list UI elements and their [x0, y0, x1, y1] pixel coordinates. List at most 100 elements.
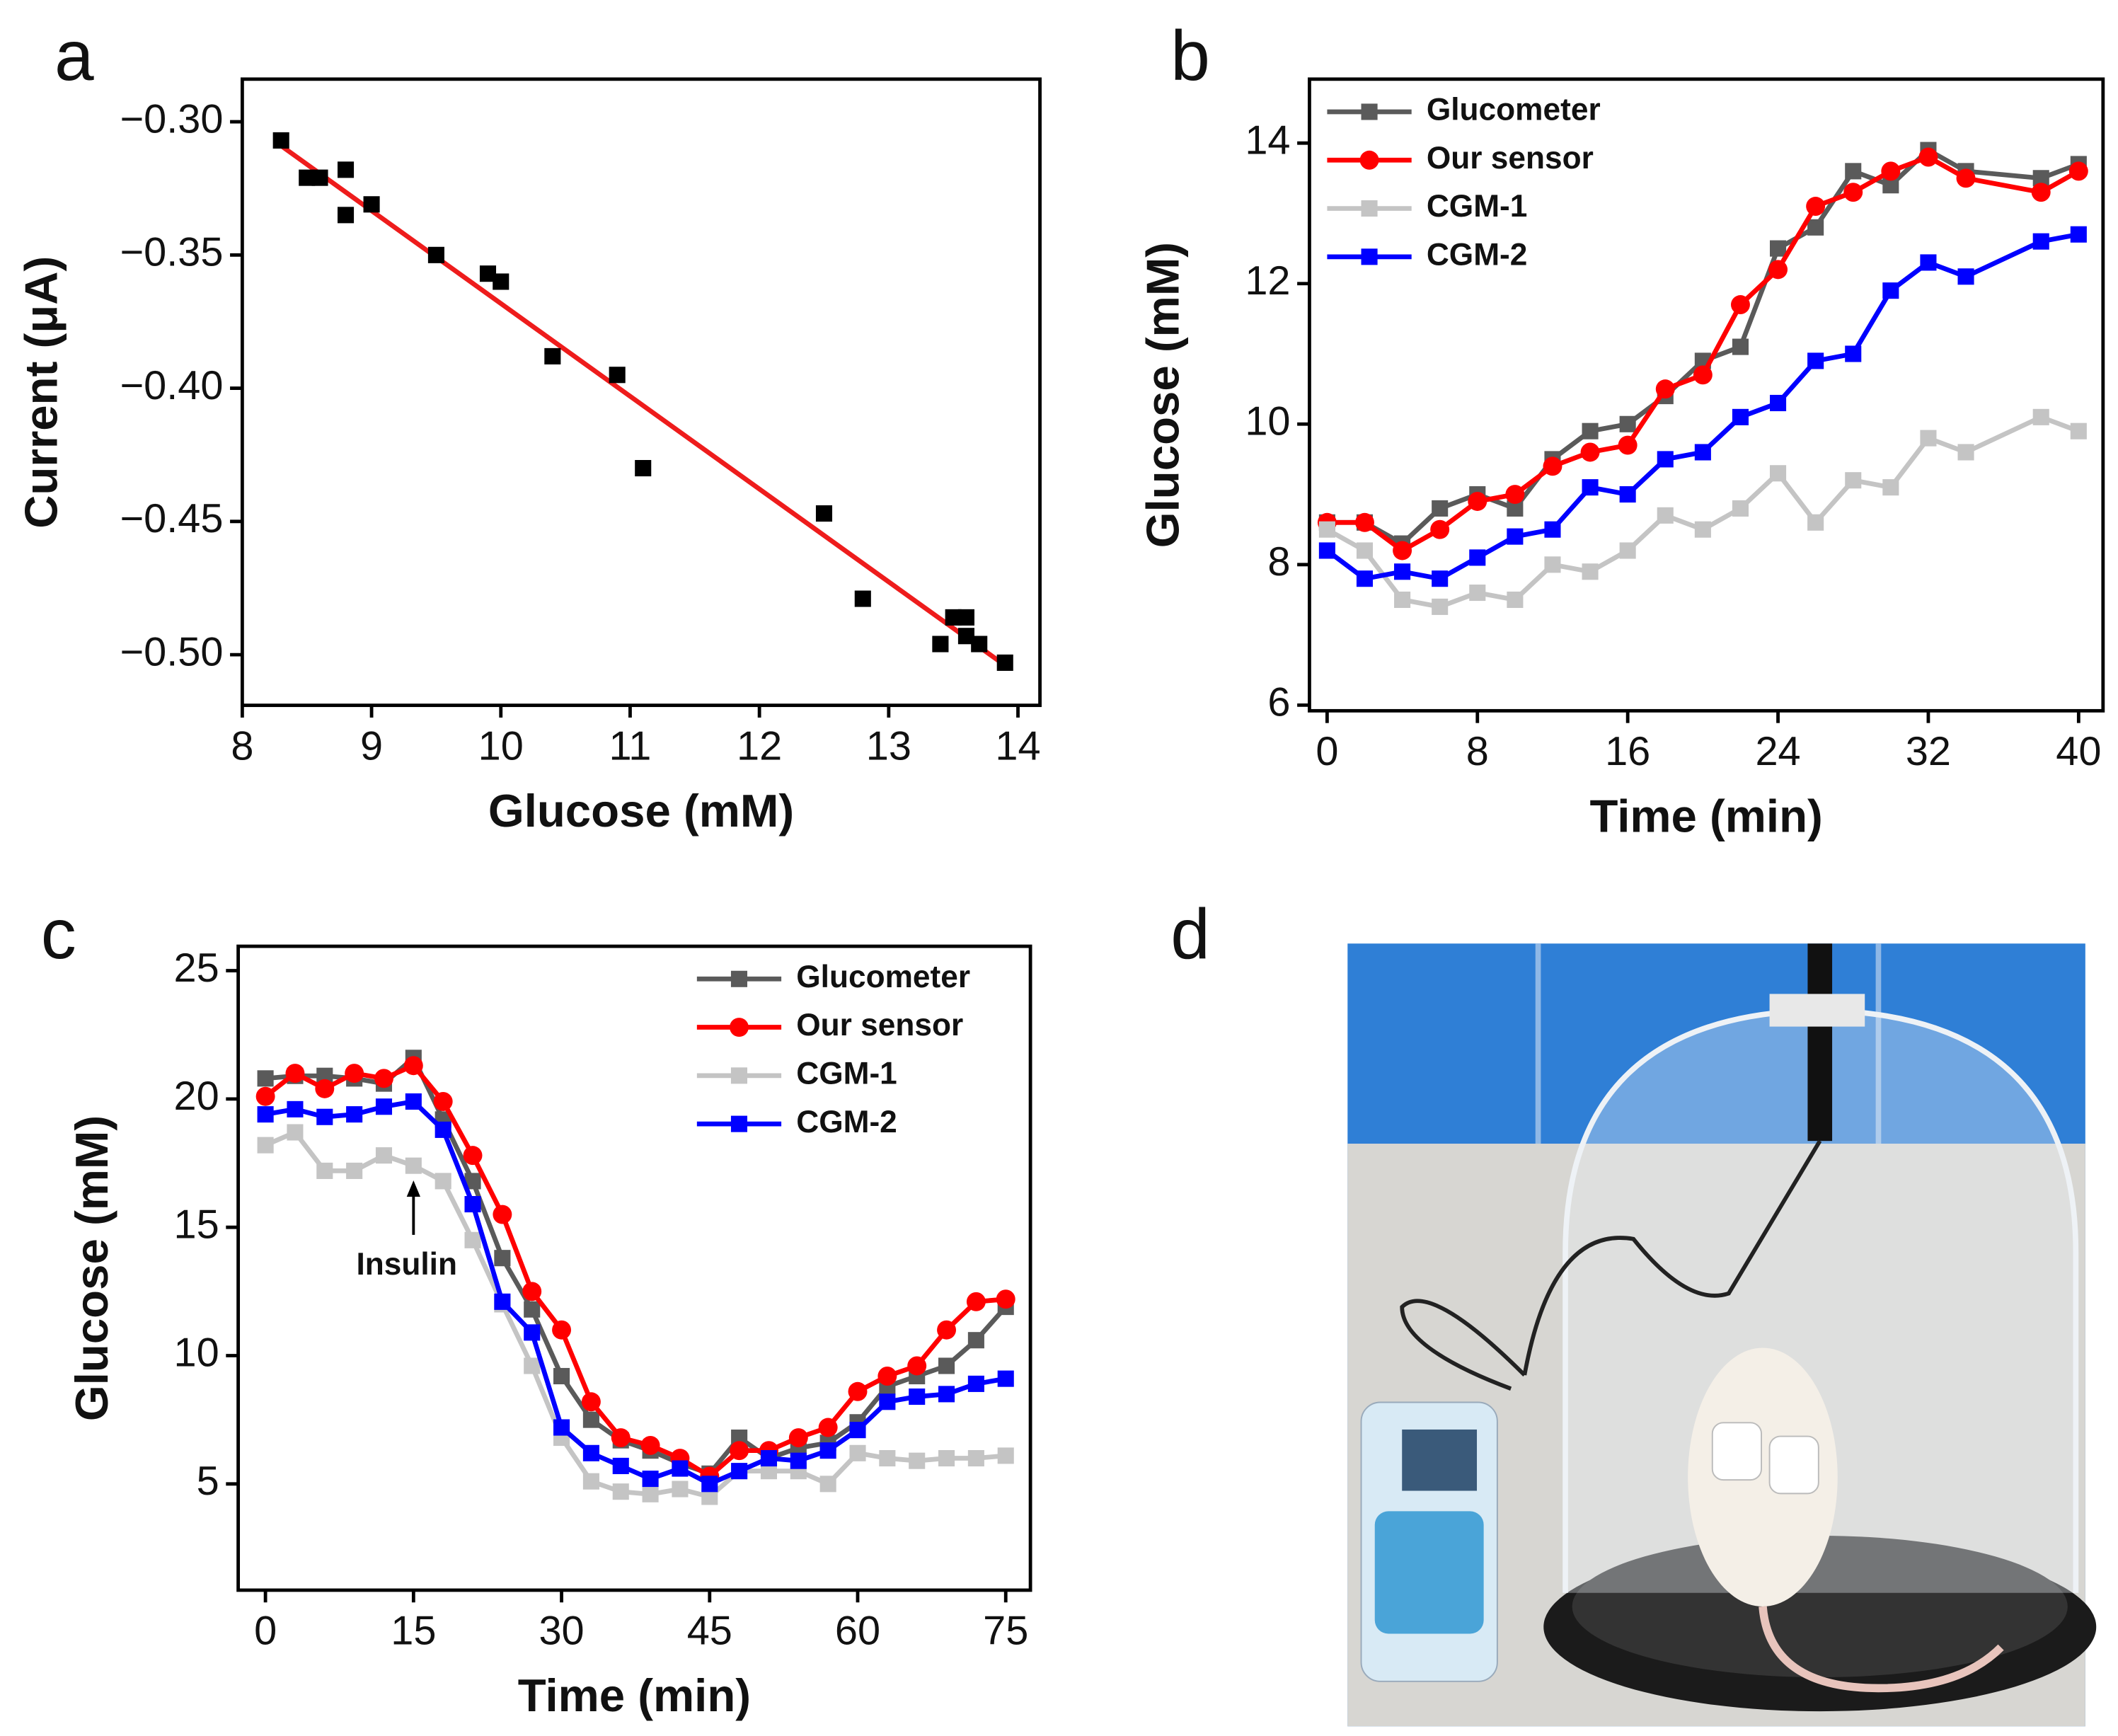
- data-point: [285, 1064, 305, 1083]
- x-tick-label: 40: [2056, 729, 2101, 774]
- data-point: [1956, 168, 1976, 188]
- data-point: [938, 1357, 955, 1374]
- data-point: [1657, 451, 1674, 468]
- tape: [1769, 994, 1865, 1027]
- data-point: [1619, 415, 1636, 432]
- data-point: [967, 1449, 984, 1467]
- data-point: [612, 1483, 629, 1500]
- dome-plate: [1572, 1535, 2068, 1678]
- data-point: [848, 1381, 868, 1401]
- data-point: [819, 1476, 836, 1493]
- data-point: [287, 1100, 304, 1117]
- legend-label: Glucometer: [1427, 93, 1601, 127]
- x-tick-label: 60: [835, 1609, 880, 1654]
- data-point: [1469, 549, 1486, 566]
- data-point: [582, 1473, 599, 1490]
- data-point: [642, 1485, 659, 1502]
- electrode: [1711, 1422, 1762, 1481]
- data-point: [1356, 570, 1374, 587]
- data-point: [544, 347, 561, 364]
- cable-pole: [1807, 943, 1833, 1142]
- electrode: [1768, 1435, 1819, 1495]
- x-tick-label: 8: [231, 723, 253, 769]
- data-point: [849, 1422, 866, 1439]
- data-point: [1318, 521, 1335, 538]
- panel-label: a: [54, 16, 94, 96]
- data-point: [464, 1195, 481, 1213]
- data-point: [403, 1056, 423, 1076]
- data-point: [957, 628, 974, 645]
- data-point: [434, 1173, 451, 1190]
- data-point: [553, 1367, 570, 1385]
- data-point: [363, 196, 380, 213]
- data-point: [405, 1093, 422, 1110]
- photo: [1347, 943, 2097, 1727]
- data-point: [701, 1476, 718, 1493]
- data-point: [1394, 591, 1411, 609]
- y-tick-label: 10: [174, 1330, 219, 1376]
- data-point: [788, 1428, 808, 1447]
- data-point: [2070, 422, 2087, 439]
- data-point: [938, 1449, 955, 1467]
- data-point: [996, 1289, 1015, 1309]
- data-point: [1770, 394, 1787, 412]
- data-point: [1807, 352, 1824, 369]
- data-point: [346, 1162, 363, 1179]
- x-tick-label: 30: [539, 1609, 584, 1654]
- data-point: [1732, 500, 1749, 517]
- data-point: [1394, 563, 1411, 580]
- legend-marker: [1361, 200, 1378, 217]
- data-point: [1770, 465, 1787, 482]
- x-tick-label: 24: [1755, 729, 1800, 774]
- wire: [1400, 1299, 1526, 1391]
- x-tick-label: 75: [983, 1609, 1028, 1654]
- y-tick-label: 25: [174, 945, 219, 991]
- data-point: [1507, 528, 1524, 545]
- data-point: [1655, 379, 1675, 399]
- data-point: [1768, 260, 1788, 280]
- data-point: [337, 207, 355, 224]
- data-point: [877, 1367, 897, 1386]
- x-tick-label: 9: [360, 723, 383, 769]
- panel-label: d: [1170, 895, 1210, 974]
- data-point: [1807, 514, 1824, 531]
- y-tick-label: 20: [174, 1074, 219, 1119]
- wire: [1522, 1139, 1822, 1376]
- legend-label: Our sensor: [1427, 141, 1594, 176]
- data-point: [1468, 492, 1487, 511]
- data-point: [2032, 170, 2049, 187]
- data-point: [1657, 507, 1674, 524]
- legend-marker: [730, 1067, 748, 1084]
- legend-label: CGM-2: [1427, 238, 1528, 272]
- y-tick-label: −0.40: [120, 363, 223, 408]
- data-point: [1432, 598, 1449, 615]
- data-point: [1732, 338, 1749, 355]
- data-point: [1806, 197, 1826, 216]
- data-point: [815, 505, 833, 522]
- data-point: [2032, 233, 2049, 250]
- data-point: [672, 1460, 689, 1477]
- data-point: [1920, 430, 1937, 447]
- x-tick-label: 45: [687, 1609, 732, 1654]
- data-point: [552, 1320, 572, 1340]
- y-tick-label: −0.45: [120, 496, 223, 541]
- data-point: [1882, 282, 1899, 299]
- y-tick-label: 12: [1245, 258, 1290, 304]
- data-point: [1807, 219, 1824, 236]
- data-point: [1882, 479, 1899, 496]
- data-point: [1469, 585, 1486, 602]
- y-tick-label: −0.50: [120, 629, 223, 674]
- annotation: Insulin: [356, 1247, 457, 1282]
- y-tick-label: 5: [197, 1459, 219, 1504]
- data-point: [1957, 444, 1974, 461]
- data-point: [1957, 268, 1974, 285]
- data-point: [1694, 444, 1711, 461]
- data-point: [582, 1444, 599, 1461]
- data-point: [907, 1356, 927, 1376]
- data-point: [967, 1332, 984, 1349]
- data-point: [463, 1146, 483, 1166]
- data-point: [819, 1442, 836, 1459]
- legend-marker: [730, 1115, 748, 1132]
- y-tick-label: −0.35: [120, 230, 223, 275]
